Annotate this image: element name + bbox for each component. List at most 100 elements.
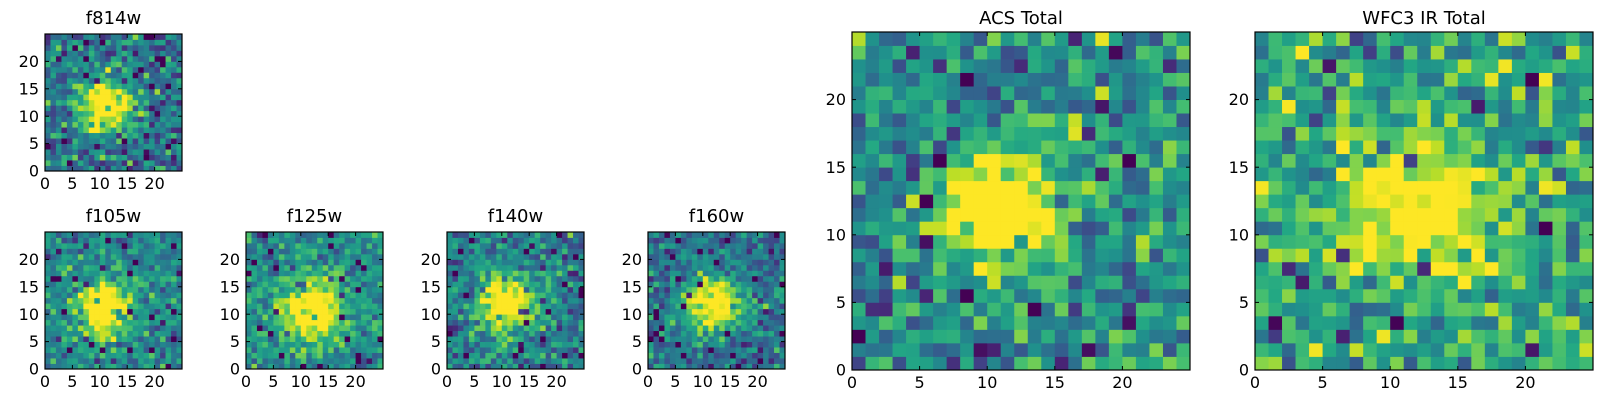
heatmap-cell [149,154,155,161]
heatmap-cell [691,286,698,293]
heatmap-cell [933,32,948,46]
heatmap-cell [361,303,367,310]
heatmap-cell [664,308,671,315]
heatmap-cell [72,121,79,128]
heatmap-cell [116,165,123,172]
heatmap-cell [919,356,934,371]
heatmap-cell [154,347,161,353]
heatmap-cell [680,248,687,255]
heatmap-cell [267,341,274,348]
heatmap-cell [61,72,68,79]
heatmap-cell [256,248,263,255]
heatmap-cell [1511,72,1526,87]
heatmap-cell [110,358,117,364]
heatmap-cell [83,248,90,255]
heatmap-cell [490,336,497,342]
heatmap-cell [160,358,166,364]
heatmap-cell [322,237,329,244]
heatmap-cell [518,303,525,310]
heatmap-cell [708,330,715,337]
heatmap-cell [556,297,563,304]
heatmap-cell [724,297,731,304]
heatmap-cell [138,237,145,244]
heatmap-cell [284,275,291,282]
heatmap-cell [686,314,693,321]
heatmap-cell [99,39,106,46]
heatmap-cell [50,83,57,90]
heatmap-cell [1295,180,1310,195]
heatmap-cell [540,336,547,342]
heatmap-cell [1498,288,1513,303]
panel-title: WFC3 IR Total [1362,8,1485,29]
heatmap-cell [1390,126,1405,141]
x-tick-label: 0 [847,373,857,392]
heatmap-cell [680,341,687,348]
heatmap-cell [1552,275,1567,290]
heatmap-cell [774,330,780,337]
heatmap-cell [691,303,698,310]
y-tick-label: 5 [29,332,39,351]
heatmap-cell [1108,234,1123,249]
heatmap-cell [160,165,166,172]
heatmap-cell [295,237,302,244]
heatmap-cell [496,308,503,315]
heatmap-cell [1309,99,1323,114]
heatmap-cell [556,330,563,337]
heatmap-cell [1376,194,1391,209]
heatmap-cell [143,72,150,79]
heatmap-cell [474,363,481,370]
heatmap-cell [171,116,177,123]
heatmap-cell [77,77,84,84]
heatmap-cell [149,242,155,249]
heatmap-cell [306,347,313,353]
heatmap-cell [1525,275,1540,290]
heatmap-cell [669,347,676,353]
heatmap-cell [322,264,329,271]
heatmap-cell [132,44,139,51]
heatmap-cell [165,55,172,62]
heatmap-cell [1511,32,1526,46]
heatmap-cell [138,325,145,332]
heatmap-cell [556,347,563,353]
heatmap-cell [1565,221,1580,236]
heatmap-cell [1176,315,1191,330]
heatmap-cell [752,314,758,321]
x-tick-label: 15 [117,174,137,193]
heatmap-cell [77,55,84,62]
heatmap-cell [1336,207,1351,222]
heatmap-cell [1525,72,1540,87]
heatmap-cell [132,275,139,282]
heatmap-cell [66,39,73,46]
heatmap-cell [1054,342,1069,357]
x-tick-label: 20 [345,372,365,391]
heatmap-cell [176,281,183,288]
heatmap-cell [165,132,172,139]
heatmap-cell [468,363,475,370]
heatmap-cell [1336,342,1351,357]
heatmap-cell [1498,221,1513,236]
heatmap-cell [94,242,101,249]
heatmap-cell [121,363,128,370]
heatmap-cell [344,336,351,342]
heatmap-cell [328,281,335,288]
heatmap-cell [45,88,51,95]
heatmap-cell [578,281,585,288]
heatmap-cell [763,253,769,260]
heatmap-cell [160,237,166,244]
heatmap-cell [350,286,356,293]
heatmap-cell [1041,32,1056,46]
heatmap-cell [366,242,373,249]
heatmap-cell [1282,126,1296,141]
heatmap-cell [295,275,302,282]
heatmap-cell [1336,288,1351,303]
heatmap-cell [529,314,536,321]
heatmap-cell [154,77,161,84]
heatmap-cell [1081,234,1096,249]
heatmap-cell [906,261,920,276]
heatmap-cell [768,297,775,304]
heatmap-cell [61,39,68,46]
heatmap-cell [88,160,95,166]
heatmap-cell [529,352,536,359]
heatmap-cell [735,352,742,359]
heatmap-cell [1000,59,1015,73]
